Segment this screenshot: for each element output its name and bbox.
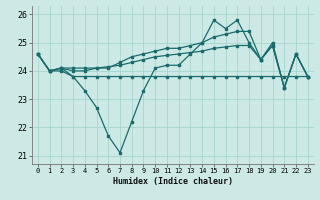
X-axis label: Humidex (Indice chaleur): Humidex (Indice chaleur) <box>113 177 233 186</box>
